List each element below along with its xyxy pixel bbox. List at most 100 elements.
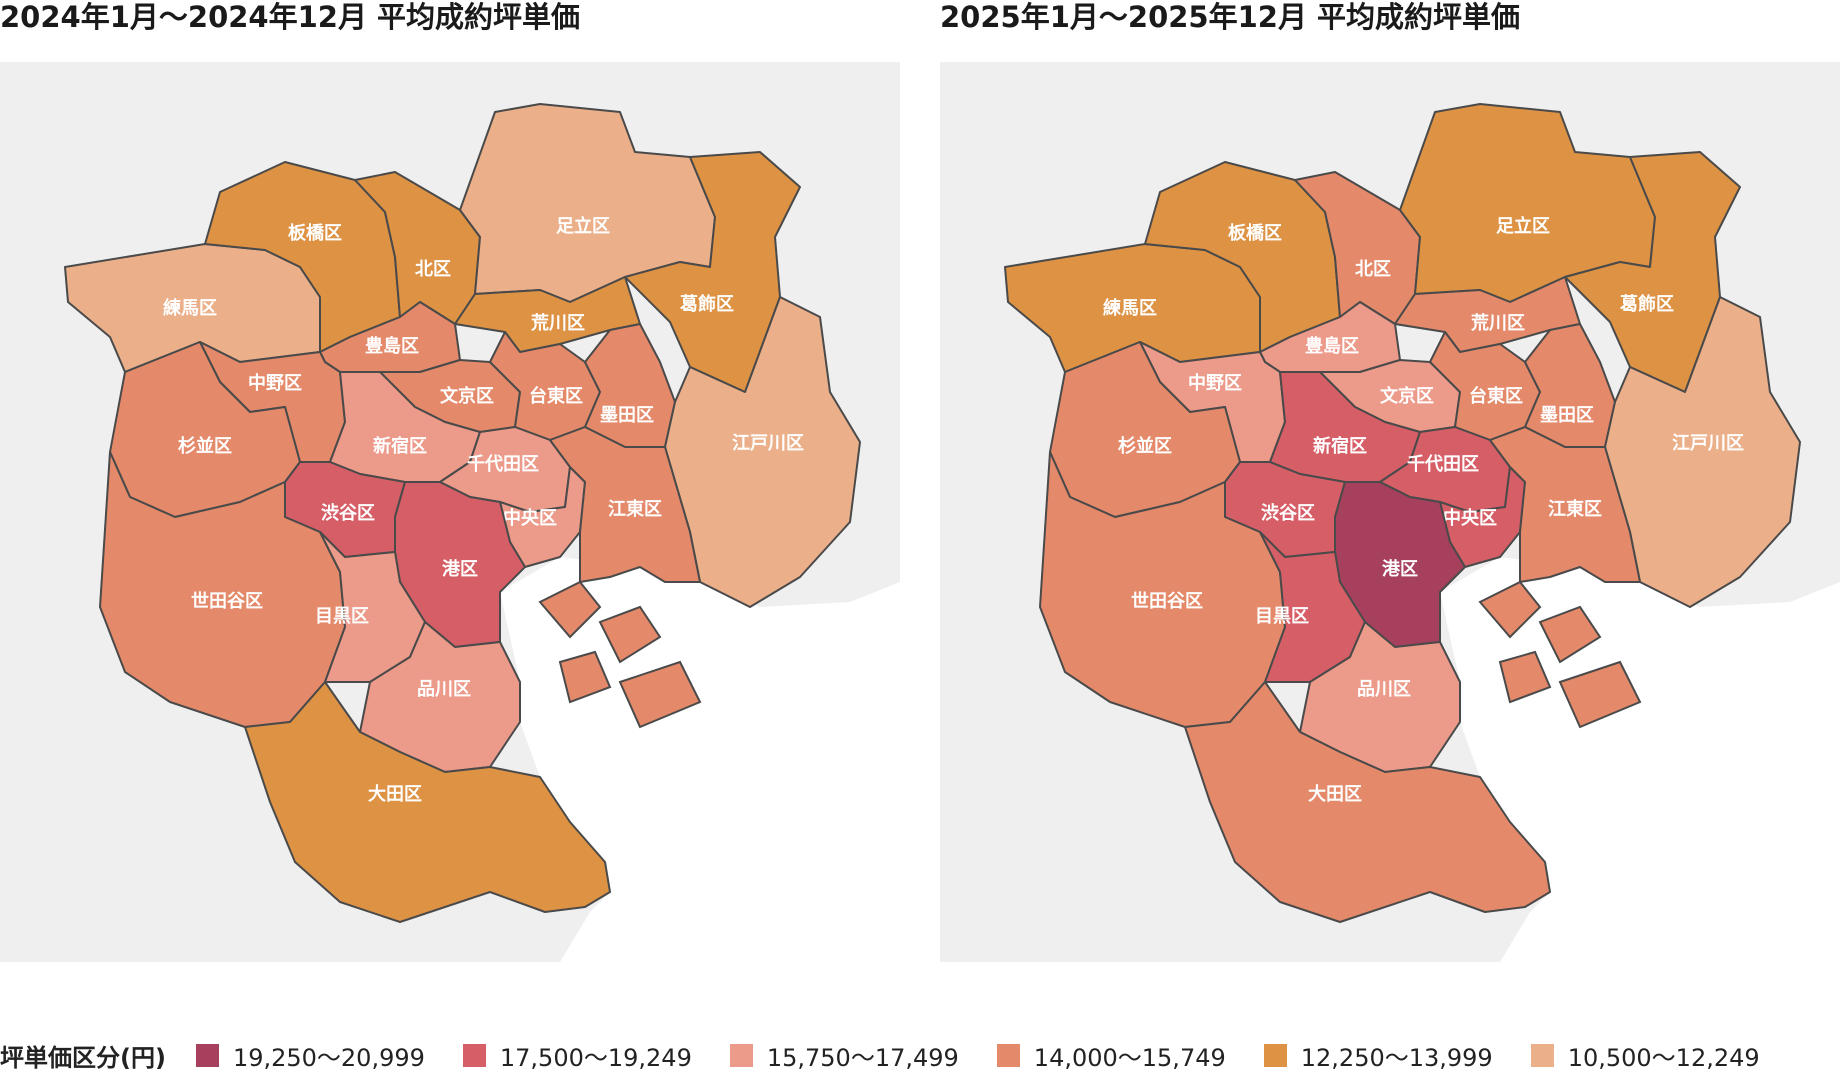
ward-2024: 葛飾区 [624,151,801,393]
ward-label: 豊島区 [1305,335,1359,357]
ward-label: 品川区 [417,679,471,700]
legend-item: 14,000～15,749 [996,1038,1226,1073]
ward-label: 杉並区 [178,435,232,457]
ward-label: 江戸川区 [1672,433,1744,454]
ward-label: 品川区 [1357,679,1411,700]
ward-label: 荒川区 [1470,312,1525,334]
legend-label: 14,000～15,749 [1033,1043,1226,1072]
ward-2025: 北区 [1294,171,1421,325]
legend-item: 19,250～20,999 [195,1038,425,1073]
map-panel-2024: 2024年1月～2024年12月 平均成約坪単価 練馬区 板橋区北区 足立区葛飾区荒… [0,0,900,965]
ward-2025: 文京区 [1319,359,1461,433]
ward-label: 江戸川区 [732,433,804,454]
legend-item: 15,750～17,499 [729,1038,959,1073]
ward-label: 板橋区 [288,222,342,244]
legend-title: 坪単価区分(円) [0,1043,166,1072]
ward-label: 千代田区 [1407,454,1479,475]
ward-label: 葛飾区 [679,293,734,315]
ward-label: 練馬区 [163,297,217,319]
bay-landfill-island [1538,605,1602,664]
ward-label: 港区 [442,559,478,580]
panel-title-2024: 2024年1月～2024年12月 平均成約坪単価 [0,0,581,34]
map-panel-2025: 2025年1月～2025年12月 平均成約坪単価 練馬区 板橋区北区 足立区葛飾区荒… [940,0,1840,965]
legend-label: 17,500～19,249 [499,1043,692,1072]
ward-label: 中央区 [503,507,557,529]
legend-label: 15,750～17,499 [766,1043,959,1072]
ward-label: 荒川区 [530,312,585,334]
ward-label: 台東区 [529,385,583,407]
bay-landfill-island [1498,650,1552,704]
ward-label: 文京区 [1380,385,1434,407]
ward-label: 目黒区 [315,606,369,627]
legend-label: 12,250～13,999 [1300,1043,1493,1072]
bay-landfill-island [618,660,702,729]
legend-swatch [1530,1043,1554,1067]
ward-area [1184,681,1551,923]
ward-label: 目黒区 [1255,606,1309,627]
legend-swatch [462,1043,486,1067]
choropleth-map-2024: 練馬区 板橋区 北区 足立区 葛飾区 荒川区 豊島区 中野区 杉並区 文京区 台東区 墨田区 江戸川区 新… [0,62,900,962]
ward-2024: 大田区 [244,681,611,923]
ward-label: 豊島区 [365,335,419,357]
ward-label: 北区 [415,259,451,280]
ward-label: 新宿区 [373,435,427,457]
ward-label: 渋谷区 [1261,502,1315,524]
bay-landfill-island [1558,660,1642,729]
ward-label: 渋谷区 [321,502,375,524]
ward-2025: 板橋区 [1144,161,1341,353]
tokyo-bay-water [500,557,900,962]
ward-2025: 江戸川区 [1604,296,1801,608]
ward-label: 大田区 [1308,783,1362,805]
ward-label: 大田区 [368,783,422,805]
panel-title-2025: 2025年1月～2025年12月 平均成約坪単価 [940,0,1521,34]
ward-label: 文京区 [440,385,494,407]
ward-label: 新宿区 [1313,435,1367,457]
ward-area [1489,426,1641,583]
legend-label: 10,500～12,249 [1567,1043,1760,1072]
ward-label: 杉並区 [1118,435,1172,457]
ward-label: 板橋区 [1228,222,1282,244]
ward-label: 江東区 [608,498,662,520]
ward-2025: 世田谷区 [1039,451,1286,728]
ward-label: 江東区 [1548,498,1602,520]
ward-2024: 板橋区 [204,161,401,353]
tokyo-bay-water [1440,557,1840,962]
ward-label: 足立区 [1496,215,1550,237]
ward-label: 中央区 [1443,507,1497,529]
ward-2025: 渋谷区 [1224,461,1346,558]
ward-label: 足立区 [556,215,610,237]
ward-2024: 渋谷区 [284,461,406,558]
ward-2024: 文京区 [379,359,521,433]
ward-2024: 目黒区 [315,531,426,683]
bay-landfill-island [538,580,602,639]
choropleth-map-2025: 練馬区 板橋区北区 足立区葛飾区荒川区豊島区中野区杉並区 文京区 台東区 墨田区江戸川区 新… [940,62,1840,962]
bay-landfill-island [1478,580,1542,639]
ward-label: 墨田区 [1540,405,1594,426]
bay-landfill-island [598,605,662,664]
ward-label: 墨田区 [600,405,654,426]
ward-label: 北区 [1355,259,1391,280]
legend-swatch [729,1043,753,1067]
legend-swatch [996,1043,1020,1067]
ward-label: 世田谷区 [191,591,263,612]
legend-swatch [1263,1043,1287,1067]
legend-item: 17,500～19,249 [462,1038,692,1073]
legend-label: 19,250～20,999 [232,1043,425,1072]
ward-label: 港区 [1382,559,1418,580]
legend-swatch [195,1043,219,1067]
legend-item: 10,500～12,249 [1530,1038,1760,1073]
ward-label: 中野区 [1188,372,1242,394]
ward-2024: 江東区 [549,426,701,583]
ward-label: 千代田区 [467,454,539,475]
bay-landfill-island [558,650,612,704]
ward-label: 葛飾区 [1619,293,1674,315]
ward-2024: 墨田区 [584,323,676,448]
legend-items: 19,250～20,999 17,500～19,249 15,750～17,499 1… [195,1038,1798,1073]
ward-label: 練馬区 [1103,297,1157,319]
ward-label: 台東区 [1469,385,1523,407]
ward-2025: 大田区 [1184,681,1551,923]
ward-area [549,426,701,583]
legend: 坪単価区分(円) 19,250～20,999 17,500～19,249 15,75… [0,1038,1840,1073]
